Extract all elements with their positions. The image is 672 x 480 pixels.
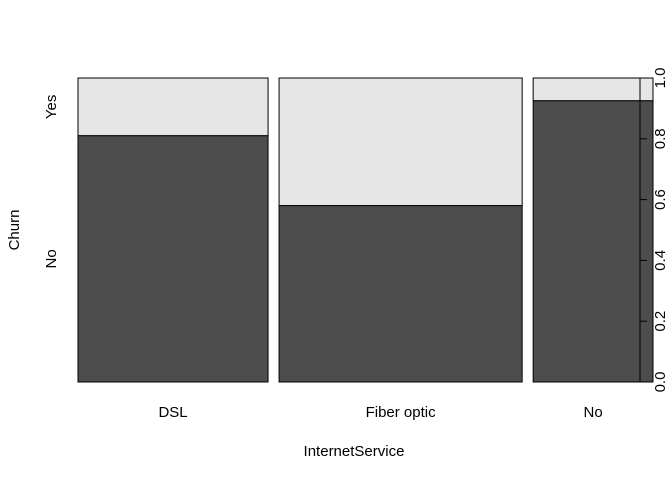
bar-no-fiber-optic	[278, 205, 523, 383]
bar-no-dsl	[77, 135, 269, 383]
bars-group	[77, 77, 654, 383]
bar-yes-dsl	[77, 77, 269, 137]
y-level-labels: No Yes	[43, 95, 60, 269]
y-axis-title: Churn	[6, 210, 23, 251]
right-axis-tick-label: 0.8	[652, 128, 669, 149]
bar-yes-fiber-optic	[278, 77, 523, 207]
right-axis-tick-label: 0.0	[652, 372, 669, 393]
right-axis-tick-label: 0.4	[652, 250, 669, 271]
right-axis-tick-label: 1.0	[652, 68, 669, 89]
x-tick-labels: DSL Fiber optic No	[158, 404, 602, 421]
x-tick-label-dsl: DSL	[158, 404, 187, 421]
bar-no-no	[532, 100, 654, 383]
right-axis-tick-label: 0.6	[652, 189, 669, 210]
x-axis-title: InternetService	[304, 443, 405, 460]
x-tick-label-no: No	[583, 404, 602, 421]
x-tick-label-fiber-optic: Fiber optic	[366, 404, 437, 421]
bar-yes-no	[532, 77, 654, 102]
right-axis: 0.0 0.2 0.4 0.6 0.8 1.0	[639, 68, 669, 393]
y-level-label-no: No	[43, 249, 60, 268]
right-axis-tick-label: 0.2	[652, 311, 669, 332]
y-level-label-yes: Yes	[43, 95, 60, 119]
